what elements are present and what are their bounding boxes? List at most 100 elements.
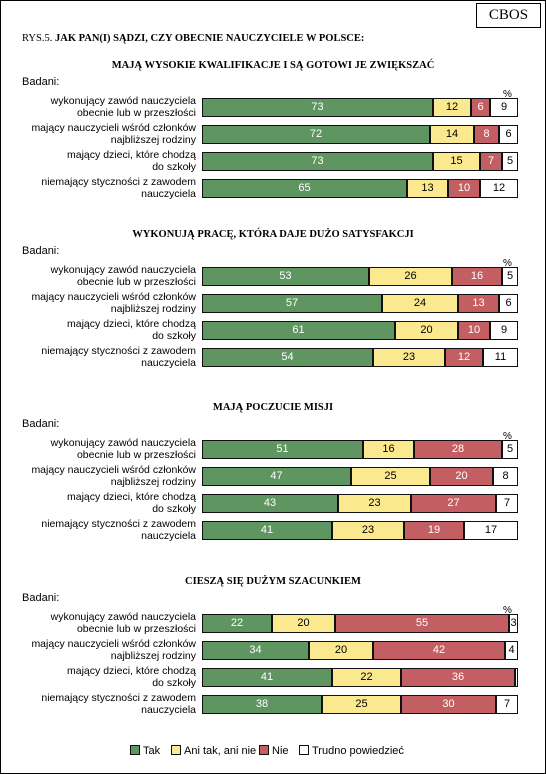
data-label: 8 [483,128,490,140]
respondents-label: Badani: [22,245,60,257]
bar-segment-trudno: 3 [509,614,518,633]
bar-segment-tak: 41 [202,521,332,540]
stacked-bar: 47 25 20 8 [202,467,518,486]
bar-segment-nie: 27 [411,494,496,513]
legend-swatch-tak [130,745,140,755]
percent-unit-label: % [503,89,512,100]
category-label: mający dzieci, które chodzą do szkoły [0,318,196,342]
data-label: 22 [360,671,373,683]
category-label: wykonujący zawód nauczyciela obecnie lub … [0,611,196,635]
bar-segment-trudno: 5 [502,267,518,286]
data-label: 17 [484,524,498,536]
category-label-line: mający dzieci, które chodzą [67,665,196,677]
bar-segment-nie: 28 [414,440,502,459]
percent-unit-label: % [503,258,512,269]
bar-segment-trudno: 11 [483,348,518,367]
bar-segment-tak: 73 [202,98,433,117]
data-label: 53 [279,270,292,282]
data-label: 57 [285,297,299,309]
bar-segment-nie: 13 [458,294,499,313]
legend-label-ani: Ani tak, ani nie [184,745,257,757]
respondents-label: Badani: [22,76,60,88]
category-label-line: do szkoły [152,161,196,173]
data-label: 41 [260,524,274,536]
data-label: 10 [457,182,471,194]
bar-segment-nie: 42 [373,641,505,660]
data-label: 28 [451,443,465,455]
stacked-bar: 51 16 28 5 [202,440,518,459]
bar-segment-trudno: 12 [480,179,518,198]
bar-segment-ani: 20 [395,321,458,340]
data-label: 16 [470,270,484,282]
data-label: 3 [510,617,517,629]
category-label-line: niemający styczności z zawodem [41,345,196,357]
data-label: 5 [506,443,514,455]
data-label: 24 [413,297,427,309]
category-label-line: wykonujący zawód nauczyciela [50,611,196,623]
data-label: 10 [467,324,481,336]
data-label: 9 [500,324,508,336]
figure-title-text: JAK PAN(I) SĄDZI, CZY OBECNIE NAUCZYCIEL… [54,33,365,44]
category-label-line: wykonujący zawód nauczyciela [50,95,196,107]
data-label: 6 [505,297,512,309]
bar-segment-trudno: 5 [502,152,518,171]
bar-segment-ani: 24 [382,294,458,313]
category-label-line: mający dzieci, które chodzą [67,149,196,161]
category-label-line: mający nauczycieli wśród członków [31,464,196,476]
stacked-bar: 22 20 55 3 [202,614,518,633]
data-label: 20 [455,470,468,482]
data-label: 34 [249,644,262,656]
data-label: 25 [384,470,397,482]
percent-unit-label: % [503,431,512,442]
category-label-line: nauczyciela [141,530,196,542]
bar-segment-ani: 23 [332,521,404,540]
bar-segment-trudno: 7 [496,695,518,714]
data-label: 47 [270,470,283,482]
legend-label-trudno: Trudno powiedzieć [312,745,404,757]
panel-title: MAJĄ WYSOKIE KWALIFIKACJE I SĄ GOTOWI JE… [111,60,435,71]
category-label-line: mający nauczycieli wśród członków [31,122,196,134]
stacked-bar: 72 14 8 6 [202,125,518,144]
data-label: 7 [487,155,495,167]
legend-item-ani: Ani tak, ani nie [171,745,256,757]
data-label: 22 [230,617,244,629]
panel-title: CIESZĄ SIĘ DUŻYM SZACUNKIEM [185,576,361,587]
bar-segment-ani: 25 [322,695,401,714]
data-label: 51 [276,443,289,455]
stacked-bar: 54 23 12 11 [202,348,518,367]
data-label: 30 [442,698,455,710]
category-label-line: obecnie lub w przeszłości [76,449,196,461]
bar-segment-ani: 13 [407,179,448,198]
category-label: mający nauczycieli wśród członków najbliż… [0,638,196,662]
bar-segment-tak: 53 [202,267,369,286]
category-label-line: najbliższej rodziny [110,134,196,146]
panel-title: MAJĄ POCZUCIE MISJI [212,402,334,413]
data-label: 20 [420,324,433,336]
legend-item-tak: Tak [130,745,160,757]
category-label-line: niemający styczności z zawodem [41,518,196,530]
bar-segment-nie: 55 [335,614,509,633]
bar-segment-ani: 26 [369,267,452,286]
data-label: 15 [450,155,463,167]
bar-segment-nie: 12 [445,348,483,367]
stacked-bar: 53 26 16 5 [202,267,518,286]
bar-segment-nie: 20 [430,467,493,486]
legend-item-trudno: Trudno powiedzieć [299,745,404,757]
data-label: 8 [502,470,509,482]
category-label: wykonujący zawód nauczyciela obecnie lub … [0,437,196,461]
category-label-line: mający dzieci, które chodzą [67,318,196,330]
data-label: 12 [457,351,471,363]
legend-item-nie: Nie [259,745,289,757]
data-label: 5 [506,270,514,282]
data-label: 16 [382,443,395,455]
bar-segment-ani: 12 [433,98,471,117]
bar-segment-trudno: 4 [505,641,518,660]
bar-segment-nie: 19 [404,521,464,540]
category-label: mający nauczycieli wśród członków najbliż… [0,122,196,146]
data-label: 20 [297,617,310,629]
stacked-bar: 73 15 7 5 [202,152,518,171]
legend-swatch-trudno [299,745,309,755]
percent-unit-label: % [503,605,512,616]
bar-segment-nie: 8 [474,125,499,144]
bar-segment-ani: 23 [338,494,411,513]
